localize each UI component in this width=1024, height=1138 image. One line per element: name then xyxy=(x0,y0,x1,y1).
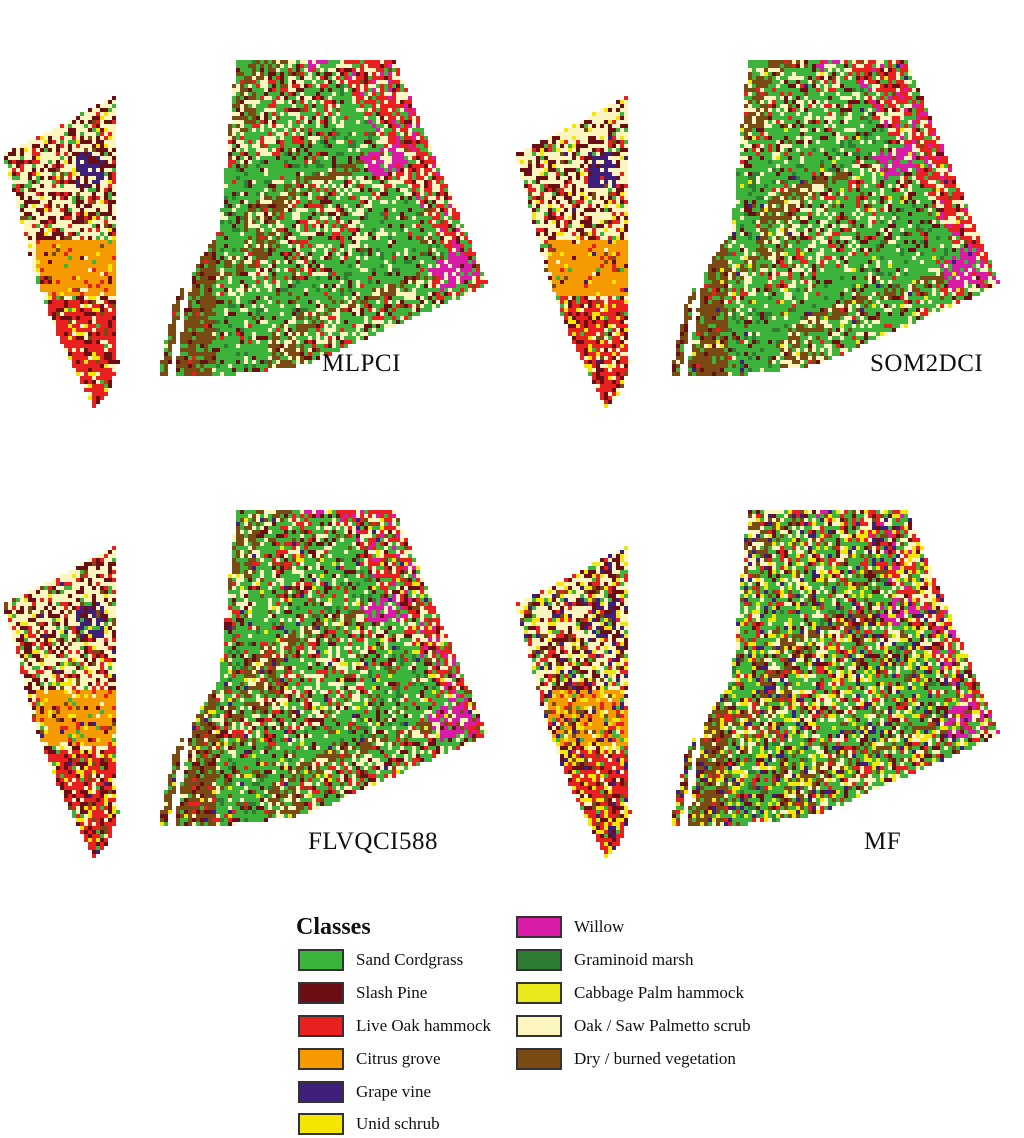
legend-swatch xyxy=(298,1113,344,1135)
legend-swatch xyxy=(298,1081,344,1103)
legend-title: Classes xyxy=(296,914,371,941)
panel-label: MF xyxy=(864,828,901,856)
map-panel-mf: MF xyxy=(512,490,1024,940)
legend-item-unid-schrub: Unid schrub xyxy=(298,1110,440,1138)
panel-label: MLPCI xyxy=(322,350,401,378)
legend-label: Citrus grove xyxy=(356,1049,441,1069)
legend-swatch xyxy=(516,1015,562,1037)
map-panel-flvqci588: FLVQCI588 xyxy=(0,490,512,940)
legend-label: Dry / burned vegetation xyxy=(574,1049,736,1069)
legend-item-cabbage-palm-hammock: Cabbage Palm hammock xyxy=(516,979,744,1007)
legend-label: Unid schrub xyxy=(356,1114,440,1134)
classification-map xyxy=(516,510,1000,858)
legend-item-willow: Willow xyxy=(516,913,624,941)
map-panel-som2dci: SOM2DCI xyxy=(512,40,1024,490)
legend-swatch xyxy=(298,1048,344,1070)
legend-swatch xyxy=(516,949,562,971)
legend-label: Graminoid marsh xyxy=(574,950,693,970)
classification-map xyxy=(4,510,488,858)
legend-swatch xyxy=(516,982,562,1004)
legend-item-slash-pine: Slash Pine xyxy=(298,979,427,1007)
legend-item-citrus-grove: Citrus grove xyxy=(298,1045,441,1073)
legend-swatch xyxy=(516,916,562,938)
panel-label: FLVQCI588 xyxy=(308,828,438,856)
legend-label: Oak / Saw Palmetto scrub xyxy=(574,1016,751,1036)
panel-label: SOM2DCI xyxy=(870,350,983,378)
classification-map xyxy=(516,60,1000,408)
legend-swatch xyxy=(298,1015,344,1037)
legend-swatch xyxy=(298,949,344,971)
legend-swatch xyxy=(298,982,344,1004)
classification-map xyxy=(4,60,488,408)
legend-item-dry-burned-vegetation: Dry / burned vegetation xyxy=(516,1045,736,1073)
legend-item-graminoid-marsh: Graminoid marsh xyxy=(516,946,693,974)
legend-label: Live Oak hammock xyxy=(356,1016,491,1036)
legend-item-oak-saw-palmetto-scrub: Oak / Saw Palmetto scrub xyxy=(516,1012,751,1040)
legend-swatch xyxy=(516,1048,562,1070)
legend-label: Slash Pine xyxy=(356,983,427,1003)
legend-label: Willow xyxy=(574,917,624,937)
legend-item-sand-cordgrass: Sand Cordgrass xyxy=(298,946,463,974)
legend-label: Cabbage Palm hammock xyxy=(574,983,744,1003)
legend-label: Grape vine xyxy=(356,1082,431,1102)
legend-item-grape-vine: Grape vine xyxy=(298,1078,431,1106)
legend-item-live-oak-hammock: Live Oak hammock xyxy=(298,1012,491,1040)
map-panel-mlpci: MLPCI xyxy=(0,40,512,490)
legend: Classes Sand Cordgrass Slash Pine Live O… xyxy=(296,908,796,1138)
legend-label: Sand Cordgrass xyxy=(356,950,463,970)
